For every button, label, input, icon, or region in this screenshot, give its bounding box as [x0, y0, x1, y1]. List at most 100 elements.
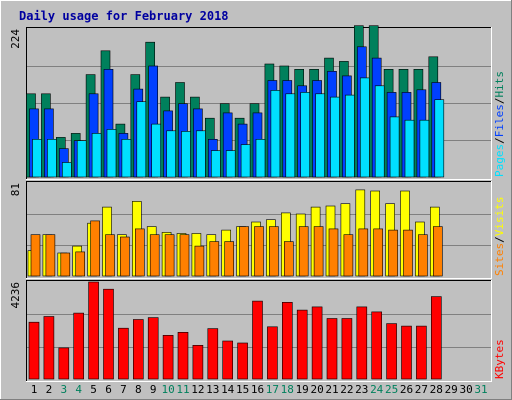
bar-kbytes-day-26: [401, 325, 412, 380]
x-tick-label: 24: [370, 383, 384, 396]
bar-pages-day-5: [91, 133, 102, 178]
bar-sites-day-27: [418, 234, 428, 277]
bar-kbytes-day-23: [356, 306, 368, 380]
x-tick-label: 27: [415, 383, 428, 396]
legend-part: Files: [493, 104, 506, 137]
legend-kbytes: KBytes: [493, 339, 506, 379]
bar-kbytes-day-18: [281, 301, 293, 380]
bar-sites-day-6: [105, 234, 115, 277]
bar-sites-day-25: [388, 229, 398, 277]
bar-pages-day-26: [404, 119, 415, 178]
bar-sites-day-8: [135, 228, 145, 277]
bar-sites-day-17: [269, 226, 279, 277]
bar-sites-day-21: [328, 228, 339, 277]
bar-pages-day-7: [121, 139, 132, 178]
bar-sites-day-4: [75, 251, 85, 277]
bar-kbytes-day-17: [267, 326, 278, 380]
bar-sites-day-9: [149, 234, 160, 277]
x-tick-label: 7: [120, 383, 127, 396]
x-tick-label: 9: [150, 383, 157, 396]
bar-kbytes-day-28: [430, 296, 442, 380]
legend-part: /: [493, 137, 506, 144]
bar-kbytes-day-25: [386, 323, 397, 380]
x-tick-label: 23: [355, 383, 368, 396]
x-tick-label: 5: [90, 383, 97, 396]
x-tick-label: 16: [251, 383, 264, 396]
x-tick-label: 21: [325, 383, 338, 396]
x-tick-label: 29: [445, 383, 458, 396]
bar-kbytes-day-2: [43, 316, 55, 380]
bar-kbytes-day-8: [133, 319, 144, 380]
x-tick-label: 26: [400, 383, 413, 396]
legend-part: KBytes: [493, 339, 506, 379]
legend-part: /: [493, 98, 506, 105]
bar-kbytes-day-24: [371, 311, 383, 380]
bar-sites-day-13: [209, 241, 220, 277]
bar-sites-day-16: [254, 226, 264, 277]
bar-pages-day-2: [47, 139, 57, 178]
bar-kbytes-day-4: [73, 312, 84, 380]
bar-pages-day-11: [181, 131, 191, 178]
bar-sites-day-1: [30, 234, 41, 277]
bar-sites-day-20: [313, 226, 324, 277]
bar-pages-day-4: [76, 140, 87, 178]
x-tick-label: 25: [385, 383, 398, 396]
bar-kbytes-day-6: [103, 288, 114, 380]
bar-pages-day-1: [32, 139, 42, 178]
y-max-label: 4236: [9, 282, 22, 309]
x-tick-label: 4: [75, 383, 82, 396]
bar-pages-day-18: [285, 93, 296, 178]
x-tick-label: 3: [60, 383, 67, 396]
bar-sites-day-5: [90, 220, 100, 277]
legend-part: /: [493, 236, 506, 243]
x-tick-label: 15: [236, 383, 249, 396]
x-tick-label: 19: [296, 383, 309, 396]
x-tick-label: 22: [340, 383, 353, 396]
bar-sites-day-26: [403, 229, 413, 277]
bar-kbytes-day-27: [416, 325, 427, 380]
bar-sites-day-19: [298, 226, 309, 277]
series-kbytes: [28, 281, 442, 380]
bar-pages-day-9: [151, 123, 161, 178]
bar-pages-day-8: [136, 101, 147, 178]
bar-kbytes-day-12: [192, 344, 204, 380]
y-max-label: 81: [9, 183, 22, 196]
bar-pages-day-27: [419, 119, 430, 178]
panel-kbytes: 4236 KBytes: [9, 280, 506, 382]
x-tick-label: 12: [191, 383, 204, 396]
legend-part: Visits: [493, 197, 506, 237]
bar-kbytes-day-16: [252, 300, 263, 380]
bar-sites-day-28: [432, 226, 443, 277]
bar-sites-day-15: [239, 226, 249, 277]
x-tick-label: 11: [176, 383, 189, 396]
x-tick-label: 18: [281, 383, 294, 396]
bar-kbytes-day-9: [147, 317, 159, 380]
bar-pages-day-21: [330, 96, 340, 178]
bar-pages-day-16: [255, 139, 266, 178]
bar-kbytes-day-3: [58, 347, 70, 380]
x-tick-label: 2: [46, 383, 53, 396]
x-tick-label: 10: [161, 383, 174, 396]
bar-pages-day-17: [270, 90, 281, 178]
x-tick-label: 30: [459, 383, 472, 396]
panel-visits-sites: 81 Sites/Visits: [9, 181, 506, 279]
bar-sites-day-2: [45, 234, 56, 277]
bar-sites-day-12: [194, 245, 205, 277]
series-sites: [30, 220, 443, 277]
bar-pages-day-20: [315, 93, 325, 178]
x-tick-label: 1: [31, 383, 38, 396]
bar-kbytes-day-20: [311, 306, 323, 380]
legend-part: Pages: [493, 144, 506, 177]
bar-pages-day-15: [240, 144, 251, 178]
bar-pages-day-22: [345, 94, 355, 178]
bar-pages-day-13: [211, 150, 221, 178]
legend-part: Hits: [493, 71, 506, 98]
bar-kbytes-day-21: [326, 318, 338, 380]
bar-pages-day-10: [166, 130, 176, 178]
x-tick-label: 13: [206, 383, 219, 396]
bar-pages-day-25: [389, 116, 400, 178]
bar-kbytes-day-22: [341, 318, 353, 380]
x-axis-day-labels: 1 2 3 4 5 6 7 8 9 10 11 12 13 14 15 16 17 18 19 20 21 22 23 24 2…: [31, 383, 488, 396]
bar-pages-day-28: [434, 99, 445, 178]
